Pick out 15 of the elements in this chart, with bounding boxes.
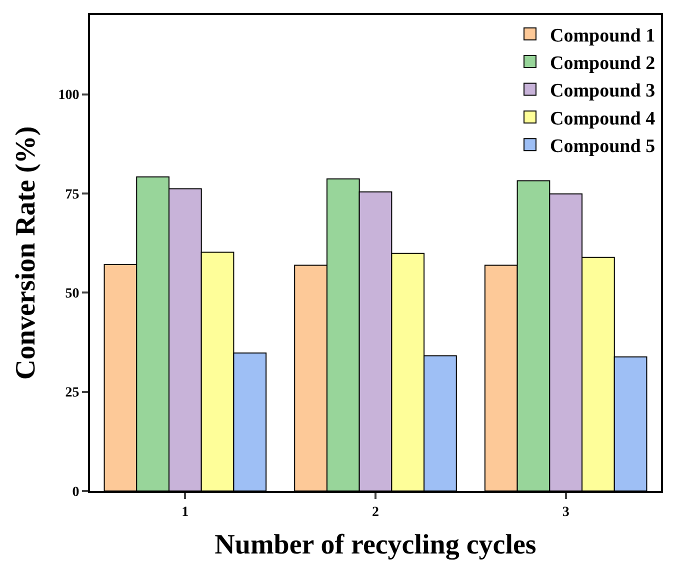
y-axis-title: Conversion Rate (%) — [10, 126, 42, 380]
legend-label: Compound 2 — [550, 52, 656, 74]
legend-label: Compound 1 — [550, 25, 656, 46]
legend-label: Compound 5 — [550, 136, 656, 158]
legend-label: Compound 3 — [550, 80, 656, 102]
y-tick-label: 100 — [58, 88, 80, 104]
y-tick-label: 50 — [65, 286, 80, 302]
y-tick-label: 25 — [65, 386, 80, 401]
x-axis-title: Number of recycling cycles — [214, 529, 536, 560]
y-tick-label: 0 — [72, 484, 80, 500]
legend-label: Compound 4 — [550, 108, 656, 130]
y-tick-label: 75 — [65, 187, 80, 202]
x-tick-label: 1 — [182, 504, 189, 520]
x-tick-label: 2 — [372, 504, 379, 520]
x-tick-label: 3 — [562, 504, 570, 520]
